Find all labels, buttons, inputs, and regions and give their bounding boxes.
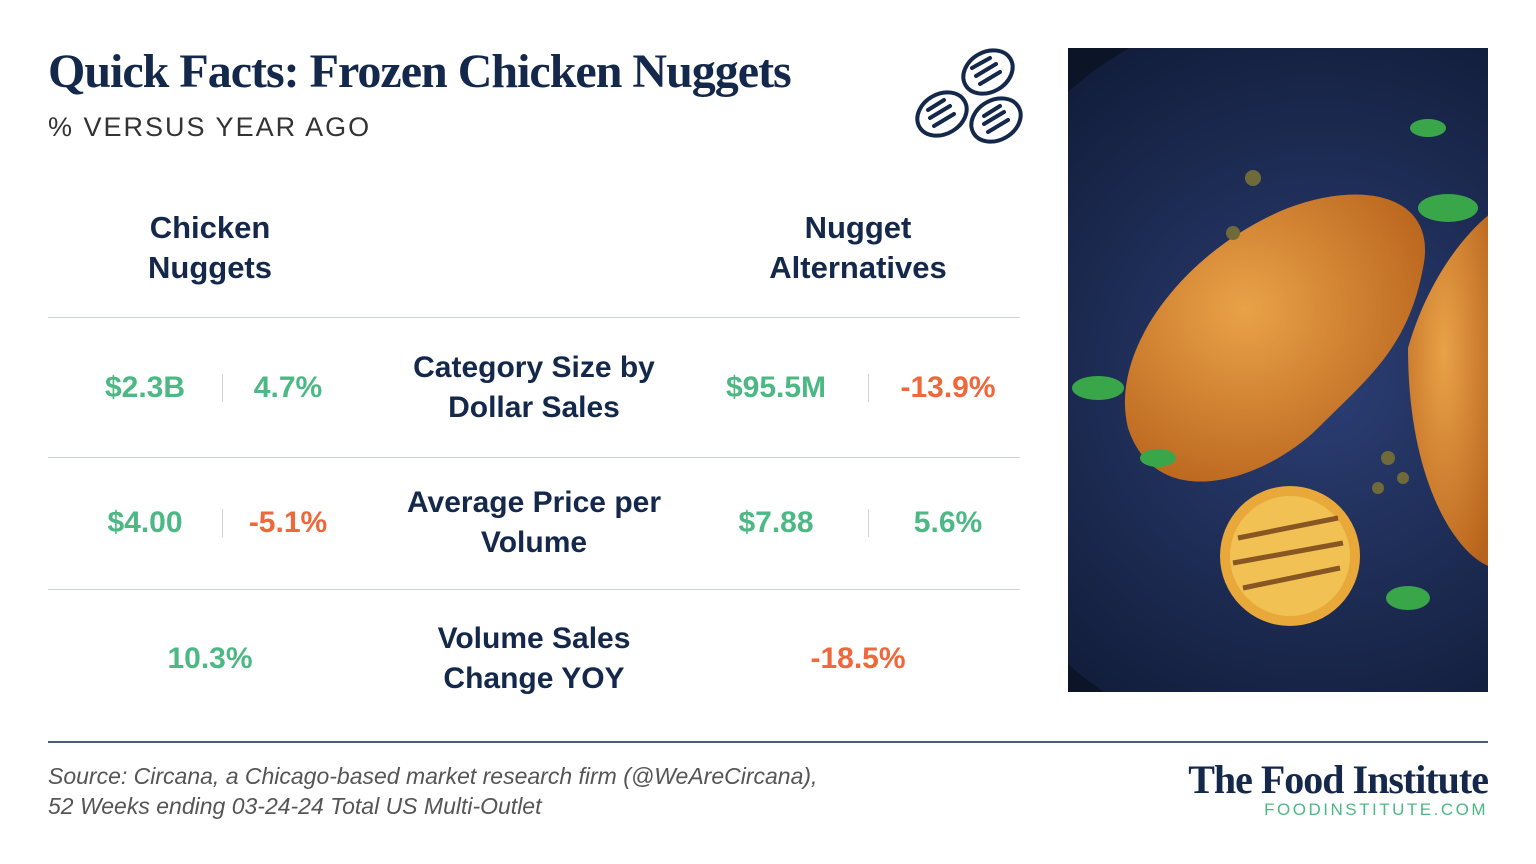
value: $2.3B (104, 371, 186, 404)
brand-url: FOODINSTITUTE.COM (1264, 800, 1488, 819)
value: $95.5M (725, 371, 827, 404)
value: -18.5% (810, 642, 906, 675)
divider (222, 374, 223, 402)
row-label: Volume Sales Change YOY (437, 622, 631, 695)
value: -5.1% (248, 506, 328, 539)
value: $4.00 (107, 506, 183, 539)
footer-rule (48, 741, 1488, 743)
divider (222, 509, 223, 537)
food-photo (1068, 48, 1488, 692)
value: 4.7% (253, 371, 323, 404)
source-line: 52 Weeks ending 03-24-24 Total US Multi-… (48, 793, 542, 819)
value: -13.9% (900, 371, 996, 404)
row-rule (48, 457, 1020, 458)
source-line: Source: Circana, a Chicago-based market … (48, 763, 818, 789)
value: 5.6% (913, 506, 983, 539)
divider (868, 509, 869, 537)
title: Quick Facts: Frozen Chicken Nuggets (48, 45, 792, 98)
column-header: Nugget Alternatives (769, 210, 947, 285)
subtitle: % VERSUS YEAR AGO (48, 112, 372, 142)
brand: The Food Institute (1188, 757, 1489, 802)
nugget-icon (915, 48, 1023, 144)
row-rule (48, 589, 1020, 590)
row-label: Category Size by Dollar Sales (413, 351, 655, 424)
column-header: Chicken Nuggets (148, 210, 272, 285)
divider (868, 374, 869, 402)
value: $7.88 (738, 506, 814, 539)
row-label: Average Price per Volume (406, 486, 662, 559)
value: 10.3% (167, 642, 253, 675)
row-rule (48, 317, 1020, 318)
